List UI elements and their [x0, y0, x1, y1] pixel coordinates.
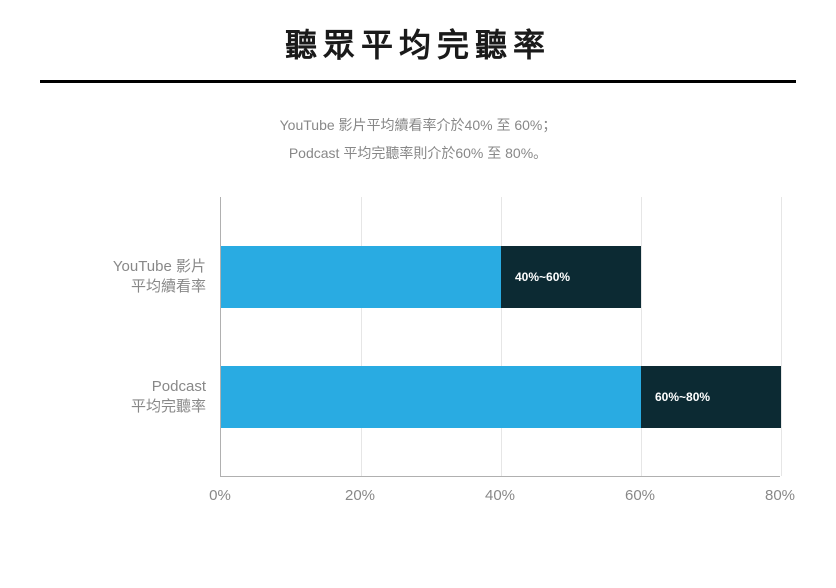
x-tick-label: 60%: [625, 487, 655, 504]
subtitle-line-1: YouTube 影片平均續看率介於40% 至 60%；: [40, 111, 796, 139]
y-label-line: YouTube 影片: [40, 257, 206, 277]
x-tick-label: 0%: [209, 487, 231, 504]
chart-plot-area: 40%~60% 60%~80% 0% 20% 40% 60% 80% YouTube 影片平均…: [40, 197, 796, 517]
bar: 40%~60%: [221, 246, 781, 308]
title-rule: [40, 80, 796, 83]
chart-title: 聽眾平均完聽率: [40, 20, 796, 66]
y-axis-category-label: YouTube 影片平均續看率: [40, 257, 206, 298]
x-tick-label: 80%: [765, 487, 795, 504]
chart-container: 聽眾平均完聽率 YouTube 影片平均續看率介於40% 至 60%； Podc…: [0, 0, 836, 588]
plot-region: 40%~60% 60%~80%: [220, 197, 780, 477]
subtitle-line-2: Podcast 平均完聽率則介於60% 至 80%。: [40, 139, 796, 167]
y-label-line: 平均續看率: [40, 277, 206, 297]
grid-line: [781, 197, 782, 476]
x-tick-label: 20%: [345, 487, 375, 504]
grid-line: [361, 197, 362, 476]
bar-value-label: 60%~80%: [655, 390, 710, 404]
x-tick-label: 40%: [485, 487, 515, 504]
bar: 60%~80%: [221, 366, 781, 428]
bar-segment: [221, 366, 641, 428]
y-label-line: Podcast: [40, 377, 206, 397]
grid-line: [641, 197, 642, 476]
bar-value-label: 40%~60%: [515, 270, 570, 284]
bar-segment: [221, 246, 501, 308]
grid-line: [501, 197, 502, 476]
chart-subtitle: YouTube 影片平均續看率介於40% 至 60%； Podcast 平均完聽…: [40, 111, 796, 167]
y-axis-category-label: Podcast平均完聽率: [40, 377, 206, 418]
y-label-line: 平均完聽率: [40, 397, 206, 417]
